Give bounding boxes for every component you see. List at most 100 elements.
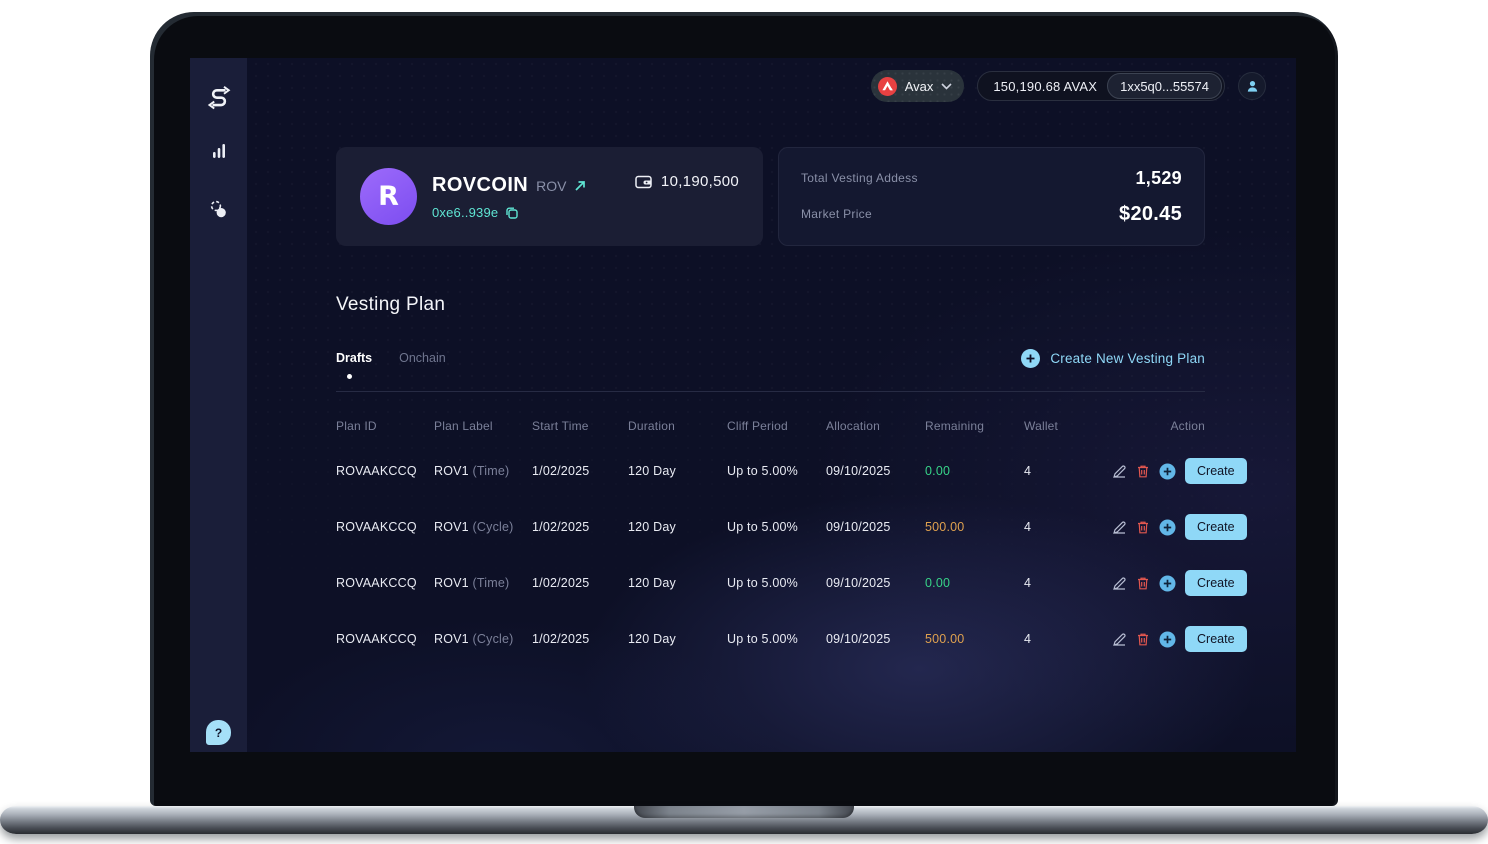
create-button[interactable]: Create — [1185, 626, 1247, 652]
cell-wallet: 4 — [1024, 576, 1032, 590]
cell-start-time: 1/02/2025 — [532, 520, 590, 534]
table-row: ROVAAKCCQ ROV1 (Cycle) 1/02/2025 120 Day… — [336, 621, 1247, 657]
tab-bar: Drafts Onchain — [336, 351, 446, 379]
wallet-balance-pill[interactable]: 150,190.68 AVAX 1xx5q0...55574 — [977, 71, 1225, 101]
cell-allocation: 09/10/2025 — [826, 520, 891, 534]
edit-button[interactable] — [1112, 576, 1127, 591]
delete-button[interactable] — [1136, 520, 1150, 535]
col-header-start-time: Start Time — [532, 419, 589, 433]
cell-wallet: 4 — [1024, 520, 1032, 534]
cell-plan-id: ROVAAKCCQ — [336, 520, 417, 534]
cell-remaining: 500.00 — [925, 632, 965, 646]
wallet-address[interactable]: 1xx5q0...55574 — [1107, 73, 1222, 99]
cell-cliff-period: Up to 5.00% — [727, 464, 798, 478]
cell-cliff-period: Up to 5.00% — [727, 632, 798, 646]
cell-plan-label: ROV1 (Time) — [434, 464, 510, 478]
token-card: R ROVCOIN ROV 0xe6..939e — [336, 147, 763, 246]
delete-button[interactable] — [1136, 632, 1150, 647]
cell-allocation: 09/10/2025 — [826, 464, 891, 478]
edit-button[interactable] — [1112, 464, 1127, 479]
wallet-balance: 150,190.68 AVAX — [993, 78, 1098, 94]
create-new-vesting-plan-label: Create New Vesting Plan — [1050, 350, 1205, 366]
create-new-vesting-plan-button[interactable]: Create New Vesting Plan — [1021, 348, 1205, 368]
network-selector[interactable]: Avax — [870, 70, 965, 102]
stat-row-total-vesting: Total Vesting Addess 1,529 — [801, 168, 1182, 189]
add-wallet-button[interactable] — [1159, 631, 1176, 648]
token-address-row[interactable]: 0xe6..939e — [432, 205, 519, 220]
add-wallet-button[interactable] — [1159, 519, 1176, 536]
avalanche-icon — [877, 76, 897, 96]
table-row: ROVAAKCCQ ROV1 (Time) 1/02/2025 120 Day … — [336, 565, 1247, 601]
col-header-allocation: Allocation — [826, 419, 881, 433]
cell-plan-id: ROVAAKCCQ — [336, 576, 417, 590]
cell-plan-id: ROVAAKCCQ — [336, 632, 417, 646]
cell-action: Create — [1112, 570, 1247, 596]
cell-duration: 120 Day — [628, 576, 676, 590]
token-address: 0xe6..939e — [432, 205, 499, 220]
col-header-wallet: Wallet — [1024, 419, 1059, 433]
token-logo: R — [360, 168, 417, 225]
cell-action: Create — [1112, 626, 1247, 652]
col-header-cliff-period: Cliff Period — [727, 419, 788, 433]
cell-start-time: 1/02/2025 — [532, 464, 590, 478]
col-header-duration: Duration — [628, 419, 675, 433]
laptop-screen-bezel: ? Avax — [150, 12, 1338, 806]
network-label: Avax — [904, 78, 934, 94]
help-button[interactable]: ? — [206, 720, 231, 745]
delete-button[interactable] — [1136, 464, 1150, 479]
cell-remaining: 0.00 — [925, 464, 951, 478]
add-wallet-button[interactable] — [1159, 463, 1176, 480]
cell-duration: 120 Day — [628, 520, 676, 534]
table-header-row: Plan ID Plan Label Start Time Duration C… — [336, 419, 1205, 433]
cell-action: Create — [1112, 514, 1247, 540]
col-header-action: Action — [1170, 419, 1205, 433]
create-button[interactable]: Create — [1185, 458, 1247, 484]
app-window: ? Avax — [190, 58, 1296, 752]
account-button[interactable] — [1238, 72, 1266, 100]
edit-button[interactable] — [1112, 632, 1127, 647]
cell-start-time: 1/02/2025 — [532, 632, 590, 646]
stat-value-market-price: $20.45 — [1119, 202, 1182, 225]
token-name: ROVCOIN — [432, 174, 529, 196]
sidebar-item-analytics[interactable] — [190, 142, 247, 160]
cell-plan-label: ROV1 (Cycle) — [434, 520, 514, 534]
cell-start-time: 1/02/2025 — [532, 576, 590, 590]
cell-plan-label: ROV1 (Time) — [434, 576, 510, 590]
copy-icon[interactable] — [505, 206, 519, 219]
external-link-icon[interactable] — [574, 180, 586, 192]
laptop-base-notch — [634, 806, 854, 818]
cell-duration: 120 Day — [628, 632, 676, 646]
sidebar-item-tokens[interactable] — [190, 200, 247, 219]
tab-drafts[interactable]: Drafts — [336, 351, 373, 379]
cell-wallet: 4 — [1024, 632, 1032, 646]
cell-cliff-period: Up to 5.00% — [727, 576, 798, 590]
add-wallet-button[interactable] — [1159, 575, 1176, 592]
coins-icon — [209, 200, 228, 219]
token-supply: 10,190,500 — [660, 173, 739, 190]
cell-allocation: 09/10/2025 — [826, 632, 891, 646]
stat-value-total-vesting: 1,529 — [1135, 167, 1182, 188]
vesting-plan-section: Vesting Plan Drafts Onchain Create New V… — [336, 294, 1247, 657]
stat-label: Total Vesting Addess — [801, 171, 918, 185]
edit-button[interactable] — [1112, 520, 1127, 535]
sidebar: ? — [190, 58, 247, 752]
swap-s-logo-icon — [206, 84, 232, 110]
delete-button[interactable] — [1136, 576, 1150, 591]
tab-onchain[interactable]: Onchain — [399, 351, 446, 365]
plus-icon — [1021, 348, 1041, 368]
chevron-down-icon — [941, 82, 952, 90]
col-header-plan-label: Plan Label — [434, 419, 493, 433]
create-button[interactable]: Create — [1185, 570, 1247, 596]
cell-plan-id: ROVAAKCCQ — [336, 464, 417, 478]
laptop-base — [0, 806, 1488, 834]
col-header-remaining: Remaining — [925, 419, 985, 433]
cell-duration: 120 Day — [628, 464, 676, 478]
stats-card: Total Vesting Addess 1,529 Market Price … — [778, 147, 1205, 246]
cell-wallet: 4 — [1024, 464, 1032, 478]
wallet-icon — [635, 174, 652, 189]
create-button[interactable]: Create — [1185, 514, 1247, 540]
app-logo[interactable] — [190, 84, 247, 110]
summary-cards: R ROVCOIN ROV 0xe6..939e — [336, 147, 1205, 246]
cell-action: Create — [1112, 458, 1247, 484]
